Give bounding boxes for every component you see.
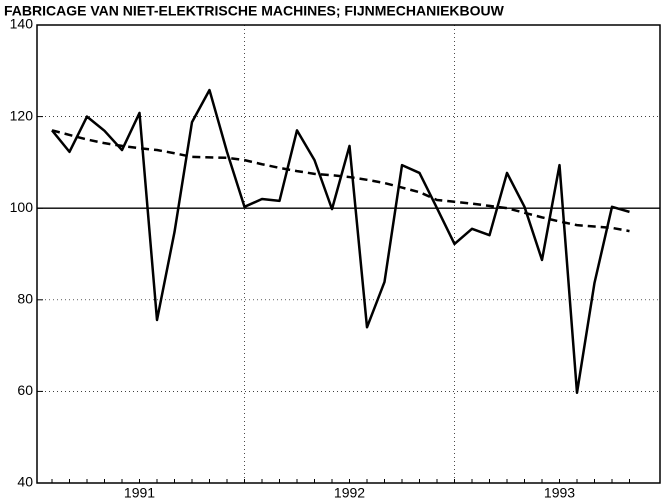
y-tick-label: 80 [17, 291, 33, 307]
y-tick-label: 100 [10, 199, 34, 215]
chart-title: FABRICAGE VAN NIET-ELEKTRISCHE MACHINES;… [4, 3, 505, 19]
plot-frame [36, 24, 661, 484]
x-tick-label: 1993 [544, 485, 575, 501]
y-tick-label: 40 [17, 474, 33, 490]
y-tick-label: 140 [10, 16, 34, 32]
x-tick-label: 1992 [334, 485, 365, 501]
x-tick-label: 1991 [124, 485, 155, 501]
y-tick-label: 120 [10, 107, 34, 123]
y-tick-label: 60 [17, 382, 33, 398]
trend-line [51, 129, 630, 233]
data-line [51, 88, 630, 395]
